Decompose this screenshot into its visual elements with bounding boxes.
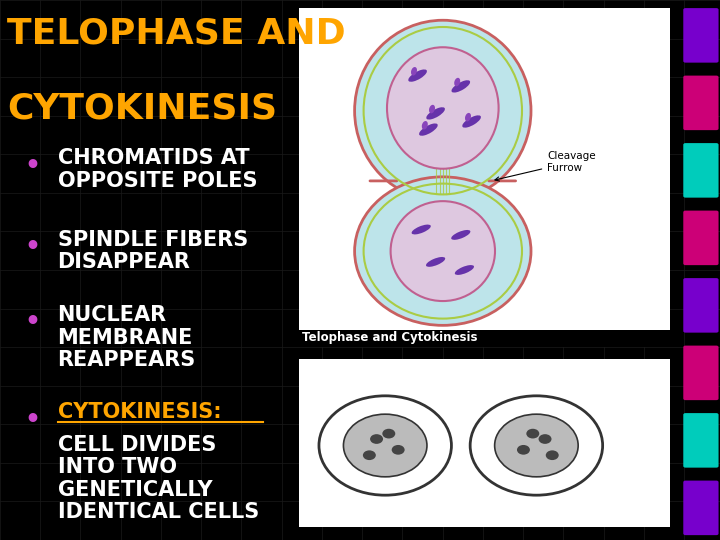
- FancyBboxPatch shape: [683, 481, 719, 535]
- Text: •: •: [24, 154, 40, 178]
- Ellipse shape: [412, 225, 431, 234]
- FancyBboxPatch shape: [683, 76, 719, 130]
- Circle shape: [517, 445, 530, 455]
- FancyBboxPatch shape: [683, 346, 719, 400]
- Circle shape: [382, 429, 395, 438]
- Circle shape: [343, 414, 427, 477]
- Ellipse shape: [462, 116, 481, 127]
- Text: SPINDLE FIBERS
DISAPPEAR: SPINDLE FIBERS DISAPPEAR: [58, 230, 248, 272]
- FancyBboxPatch shape: [299, 8, 670, 340]
- Circle shape: [526, 429, 539, 438]
- Circle shape: [392, 445, 405, 455]
- Ellipse shape: [426, 257, 445, 267]
- Ellipse shape: [426, 107, 445, 119]
- Circle shape: [470, 396, 603, 495]
- Circle shape: [495, 414, 578, 477]
- Text: •: •: [24, 310, 40, 334]
- Circle shape: [363, 450, 376, 460]
- Text: CYTOKINESIS: CYTOKINESIS: [7, 92, 277, 126]
- Ellipse shape: [355, 177, 531, 325]
- Ellipse shape: [355, 20, 531, 201]
- Ellipse shape: [429, 105, 435, 113]
- FancyBboxPatch shape: [299, 359, 670, 526]
- FancyBboxPatch shape: [683, 211, 719, 265]
- Text: CELL DIVIDES
INTO TWO
GENETICALLY
IDENTICAL CELLS: CELL DIVIDES INTO TWO GENETICALLY IDENTI…: [58, 435, 259, 522]
- Ellipse shape: [455, 265, 474, 275]
- FancyBboxPatch shape: [683, 143, 719, 198]
- FancyBboxPatch shape: [683, 413, 719, 468]
- Ellipse shape: [419, 124, 438, 136]
- Text: CHROMATIDS AT
OPPOSITE POLES: CHROMATIDS AT OPPOSITE POLES: [58, 148, 257, 191]
- Text: NUCLEAR
MEMBRANE
REAPPEARS: NUCLEAR MEMBRANE REAPPEARS: [58, 305, 196, 370]
- Text: Cleavage
Furrow: Cleavage Furrow: [495, 151, 596, 181]
- FancyBboxPatch shape: [683, 278, 719, 333]
- Ellipse shape: [451, 230, 470, 240]
- Ellipse shape: [422, 121, 428, 130]
- Text: CYTOKINESIS:: CYTOKINESIS:: [58, 402, 221, 422]
- Ellipse shape: [391, 201, 495, 301]
- Text: •: •: [24, 235, 40, 259]
- Ellipse shape: [411, 67, 417, 76]
- Circle shape: [539, 434, 552, 444]
- Text: •: •: [24, 408, 40, 431]
- Text: Telophase and Cytokinesis: Telophase and Cytokinesis: [302, 331, 478, 344]
- Ellipse shape: [451, 80, 470, 92]
- Ellipse shape: [465, 113, 471, 122]
- Text: TELOPHASE AND: TELOPHASE AND: [7, 16, 346, 50]
- Circle shape: [370, 434, 383, 444]
- Ellipse shape: [408, 70, 427, 82]
- Ellipse shape: [387, 47, 498, 168]
- Circle shape: [546, 450, 559, 460]
- Circle shape: [319, 396, 451, 495]
- FancyBboxPatch shape: [299, 330, 670, 347]
- FancyBboxPatch shape: [683, 8, 719, 63]
- Ellipse shape: [454, 78, 460, 86]
